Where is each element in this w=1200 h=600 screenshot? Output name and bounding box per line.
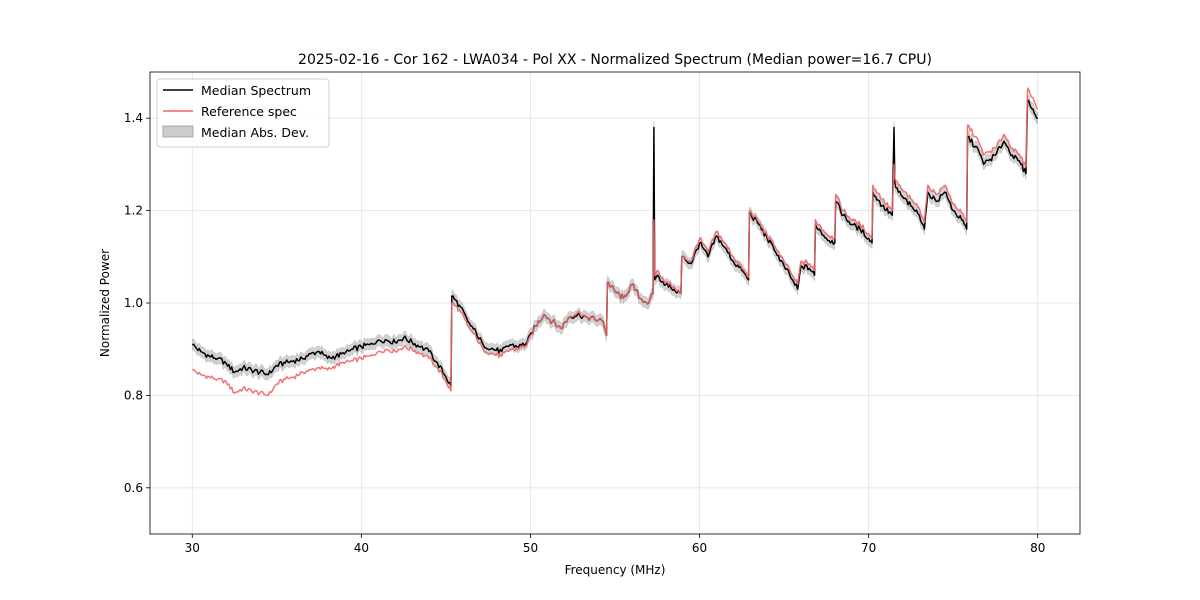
x-tick-label: 30 <box>185 541 200 555</box>
y-axis-label: Normalized Power <box>98 249 112 357</box>
legend-median-label: Median Spectrum <box>201 83 311 98</box>
legend-reference-label: Reference spec <box>201 104 297 119</box>
plot-area <box>192 87 1039 397</box>
chart-title: 2025-02-16 - Cor 162 - LWA034 - Pol XX -… <box>298 52 932 68</box>
legend-box <box>156 78 330 148</box>
x-tick-label: 50 <box>523 541 538 555</box>
axis-ticks: 30 40 50 60 70 80 0.6 0.8 1.0 1.2 1.4 <box>124 111 1045 555</box>
x-tick-label: 80 <box>1030 541 1045 555</box>
legend-mad-swatch <box>162 125 194 138</box>
reference-spec-line <box>192 87 1039 397</box>
x-tick-label: 60 <box>692 541 707 555</box>
x-axis-label: Frequency (MHz) <box>565 563 666 577</box>
legend-mad-label: Median Abs. Dev. <box>201 125 309 140</box>
x-tick-label: 40 <box>354 541 369 555</box>
y-tick-label: 1.0 <box>124 296 143 310</box>
x-tick-label: 70 <box>861 541 876 555</box>
y-tick-label: 1.4 <box>124 111 143 125</box>
y-tick-label: 1.2 <box>124 204 143 218</box>
y-tick-label: 0.6 <box>124 481 143 495</box>
legend: Median Spectrum Reference spec Median Ab… <box>156 78 330 148</box>
y-tick-label: 0.8 <box>124 388 143 402</box>
mad-band <box>192 93 1038 392</box>
